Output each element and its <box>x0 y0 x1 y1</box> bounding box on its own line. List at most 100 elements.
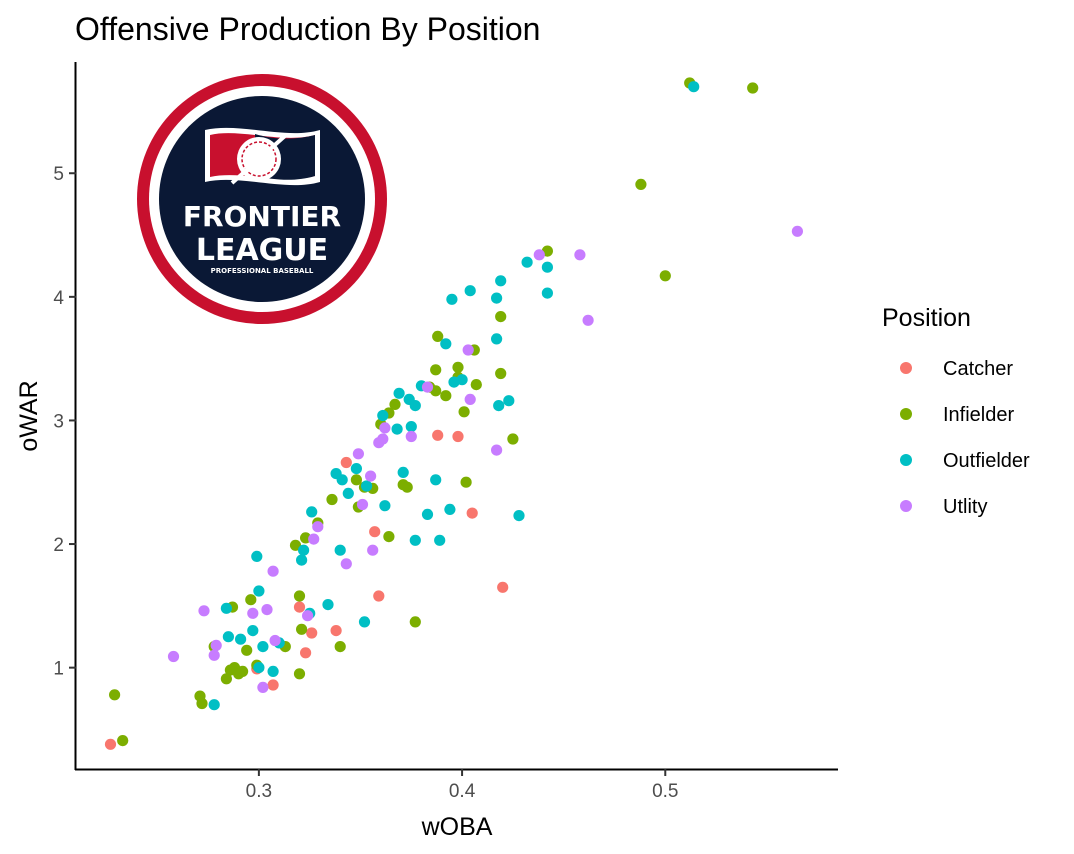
legend-label-infielder: Infielder <box>943 404 1014 426</box>
y-tick-label-0: 1 <box>53 659 64 680</box>
point-outfielder-20 <box>351 463 362 474</box>
point-utlity-0 <box>168 651 179 662</box>
point-catcher-9 <box>369 526 380 537</box>
point-outfielder-41 <box>465 285 476 296</box>
x-tick-label-1: 0.4 <box>449 781 476 802</box>
legend-key-utlity <box>900 500 912 512</box>
point-infielder-43 <box>471 379 482 390</box>
point-outfielder-14 <box>306 506 317 517</box>
point-infielder-0 <box>109 689 120 700</box>
y-axis-ticks: 1 2 3 4 5 <box>53 164 76 679</box>
logo-text-line3: PROFESSIONAL BASEBALL <box>211 267 314 275</box>
point-infielder-10 <box>241 645 252 656</box>
point-outfielder-25 <box>392 424 403 435</box>
point-outfielder-19 <box>343 488 354 499</box>
logo-text-line1: FRONTIER <box>183 200 341 233</box>
point-utlity-13 <box>353 448 364 459</box>
point-outfielder-4 <box>247 625 258 636</box>
point-outfielder-12 <box>298 545 309 556</box>
point-infielder-40 <box>459 406 470 417</box>
point-utlity-14 <box>357 499 368 510</box>
point-outfielder-2 <box>221 603 232 614</box>
point-outfielder-50 <box>542 262 553 273</box>
point-utlity-26 <box>574 249 585 260</box>
y-tick-label-3: 4 <box>53 288 64 309</box>
point-outfielder-22 <box>361 480 372 491</box>
point-infielder-38 <box>452 362 463 373</box>
legend-title: Position <box>882 304 971 332</box>
point-infielder-49 <box>635 179 646 190</box>
point-outfielder-3 <box>235 634 246 645</box>
point-outfielder-44 <box>491 293 502 304</box>
point-infielder-45 <box>495 368 506 379</box>
point-utlity-2 <box>209 650 220 661</box>
point-utlity-4 <box>247 608 258 619</box>
point-catcher-8 <box>341 457 352 468</box>
point-utlity-7 <box>268 566 279 577</box>
point-utlity-21 <box>422 382 433 393</box>
legend-key-outfielder <box>900 454 912 466</box>
point-outfielder-47 <box>513 510 524 521</box>
point-utlity-3 <box>211 640 222 651</box>
point-utlity-1 <box>198 605 209 616</box>
point-outfielder-8 <box>253 662 264 673</box>
point-infielder-46 <box>507 433 518 444</box>
point-infielder-17 <box>294 590 305 601</box>
y-tick-label-2: 3 <box>53 411 64 432</box>
point-infielder-30 <box>389 399 400 410</box>
frontier-league-logo: FRONTIER LEAGUE PROFESSIONAL BASEBALL <box>137 74 387 324</box>
point-infielder-32 <box>402 482 413 493</box>
point-catcher-1 <box>268 679 279 690</box>
point-infielder-21 <box>326 494 337 505</box>
point-infielder-44 <box>495 311 506 322</box>
point-outfielder-36 <box>440 338 451 349</box>
point-outfielder-1 <box>223 631 234 642</box>
x-axis-ticks: 0.3 0.4 0.5 <box>246 769 679 802</box>
y-tick-label-4: 5 <box>53 164 64 185</box>
point-infielder-1 <box>117 735 128 746</box>
point-outfielder-29 <box>406 421 417 432</box>
chart-title: Offensive Production By Position <box>75 11 540 47</box>
y-axis-title: oWAR <box>15 380 43 451</box>
point-infielder-3 <box>196 698 207 709</box>
point-infielder-34 <box>430 364 441 375</box>
point-utlity-6 <box>261 604 272 615</box>
point-catcher-7 <box>373 590 384 601</box>
point-catcher-11 <box>452 431 463 442</box>
point-outfielder-7 <box>257 641 268 652</box>
point-utlity-9 <box>302 610 313 621</box>
point-outfielder-23 <box>377 410 388 421</box>
point-outfielder-5 <box>253 585 264 596</box>
point-catcher-3 <box>294 602 305 613</box>
legend-label-outfielder: Outfielder <box>943 450 1030 472</box>
point-utlity-16 <box>365 471 376 482</box>
point-utlity-19 <box>379 422 390 433</box>
point-utlity-10 <box>308 534 319 545</box>
point-outfielder-42 <box>493 400 504 411</box>
logo-text-line2: LEAGUE <box>196 233 328 268</box>
point-catcher-10 <box>432 430 443 441</box>
point-outfielder-17 <box>335 545 346 556</box>
point-outfielder-9 <box>268 666 279 677</box>
point-infielder-15 <box>294 668 305 679</box>
point-utlity-28 <box>792 226 803 237</box>
point-utlity-24 <box>491 445 502 456</box>
point-outfielder-30 <box>410 535 421 546</box>
point-utlity-23 <box>465 394 476 405</box>
point-catcher-13 <box>497 582 508 593</box>
point-utlity-22 <box>463 344 474 355</box>
x-tick-label-2: 0.5 <box>652 781 678 802</box>
x-tick-label-0: 0.3 <box>246 781 272 802</box>
point-outfielder-45 <box>495 275 506 286</box>
y-tick-label-1: 2 <box>53 535 64 556</box>
point-outfielder-0 <box>209 699 220 710</box>
point-infielder-22 <box>335 641 346 652</box>
point-outfielder-35 <box>434 535 445 546</box>
point-catcher-0 <box>105 739 116 750</box>
legend-key-catcher <box>900 362 912 374</box>
point-infielder-50 <box>660 270 671 281</box>
point-outfielder-38 <box>446 294 457 305</box>
point-catcher-5 <box>306 627 317 638</box>
legend-label-utlity: Utlity <box>943 496 987 518</box>
